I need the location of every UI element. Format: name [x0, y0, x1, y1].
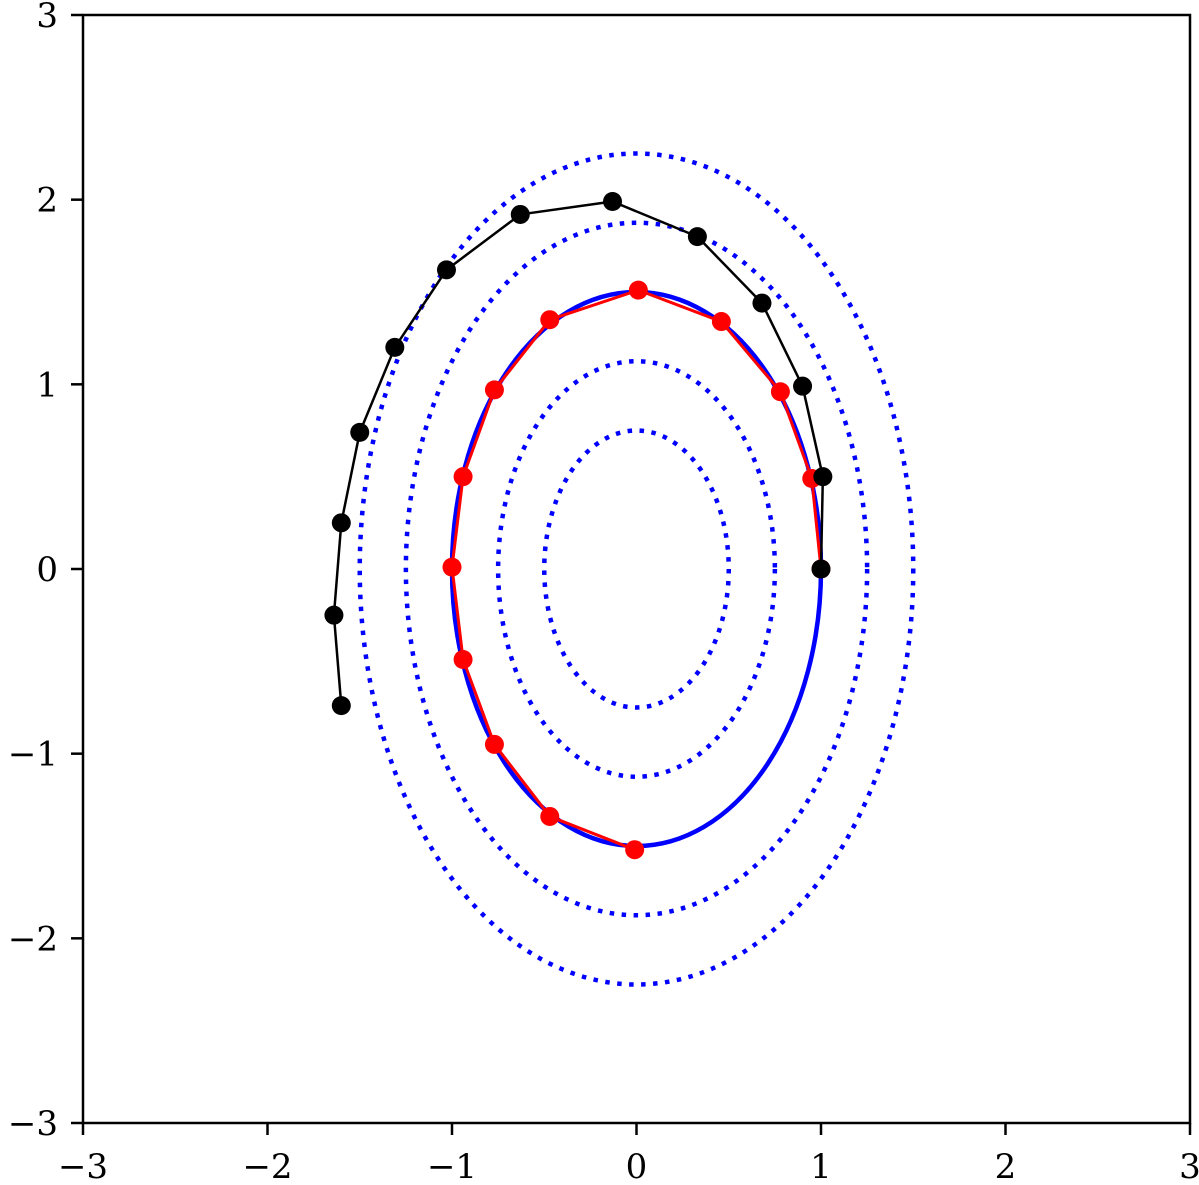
series-1-point-4	[687, 227, 707, 247]
y-tick-label-3: 0	[36, 550, 58, 590]
x-tick-label-3: 0	[626, 1147, 648, 1185]
y-tick-label-5: 2	[36, 181, 58, 221]
series-0-point-4	[628, 280, 648, 300]
series-0-point-6	[484, 380, 504, 400]
series-0-point-3	[711, 312, 731, 332]
series-0-point-10	[484, 734, 504, 754]
series-1-point-0	[811, 559, 831, 579]
series-0-point-5	[540, 310, 560, 330]
series-1-point-6	[510, 204, 530, 224]
series-1-point-10	[331, 513, 351, 533]
x-tick-label-5: 2	[995, 1147, 1017, 1185]
series-0-point-11	[540, 806, 560, 826]
series-1-point-11	[324, 605, 344, 625]
contour-dotted-1	[495, 359, 778, 779]
contour-dotted-3	[403, 220, 870, 918]
series-1-point-1	[813, 467, 833, 487]
series-1-point-2	[793, 376, 813, 396]
series-1-point-3	[752, 293, 772, 313]
x-tick-label-4: 1	[810, 1147, 832, 1185]
x-tick-label-0: −3	[58, 1147, 108, 1185]
series-1-point-8	[385, 337, 405, 357]
x-tick-label-6: 3	[1179, 1147, 1199, 1185]
x-tick-label-2: −1	[427, 1147, 477, 1185]
contour-dotted-0	[542, 428, 731, 710]
contour-dotted-4	[357, 151, 916, 987]
series-0-point-8	[442, 557, 462, 577]
y-tick-label-1: −2	[8, 919, 58, 959]
series-1-point-7	[436, 260, 456, 280]
y-tick-label-4: 1	[36, 365, 58, 405]
series-0-point-9	[453, 649, 473, 669]
x-tick-label-1: −2	[242, 1147, 292, 1185]
series-0-point-7	[453, 467, 473, 487]
series-0-point-2	[770, 382, 790, 402]
plot-frame	[81, 13, 1192, 1125]
series-layer	[324, 192, 833, 860]
series-0-point-12	[625, 840, 645, 860]
series-1-point-9	[350, 422, 370, 442]
y-tick-label-6: 3	[36, 0, 58, 36]
series-1-point-5	[603, 192, 623, 212]
y-tick-label-2: −1	[8, 735, 58, 775]
series-1-point-12	[331, 696, 351, 716]
tick-layer: −3 −2 −1 0 1 2 3 −3 −2 −1 0 1 2 3	[8, 0, 1199, 1185]
y-tick-label-0: −3	[8, 1104, 58, 1144]
